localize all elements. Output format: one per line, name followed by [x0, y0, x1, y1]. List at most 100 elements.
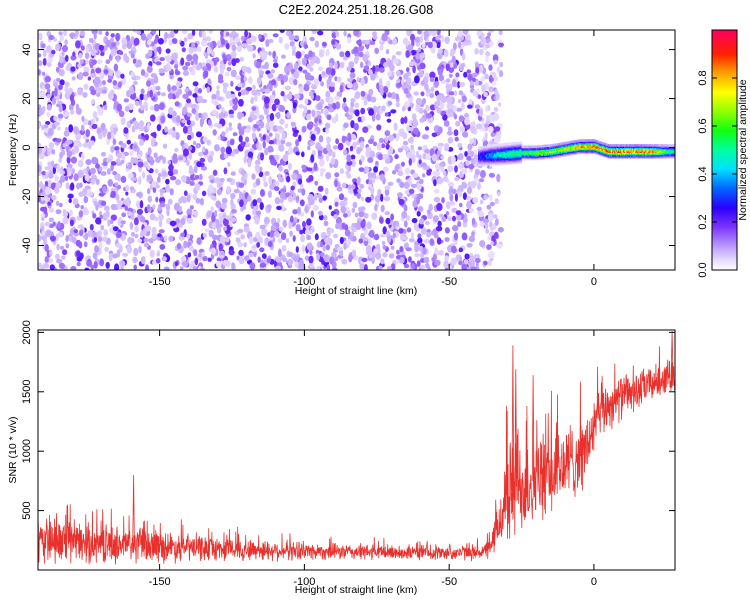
- spectrogram-cell: [445, 78, 451, 83]
- spectrogram-cell: [582, 139, 584, 142]
- spectrogram-cell: [165, 48, 171, 54]
- spectrogram-cell: [381, 143, 386, 149]
- spectrogram-cell: [42, 262, 50, 269]
- spectrogram-cell: [536, 145, 539, 148]
- spectrogram-cell: [262, 174, 267, 182]
- spectrogram-cell: [45, 229, 52, 237]
- spectrogram-cell: [449, 201, 456, 206]
- spectrogram-cell: [537, 145, 540, 148]
- spectrogram-cell: [208, 30, 213, 34]
- spectrogram-cell: [497, 191, 501, 197]
- spectrogram-cell: [298, 86, 304, 95]
- spectrogram-cell: [313, 193, 318, 201]
- spectrogram-cell: [498, 70, 504, 78]
- spectrogram-cell: [477, 94, 482, 100]
- spectrogram-cell: [586, 139, 588, 142]
- spectrogram-cell: [329, 82, 336, 87]
- spectrogram-cell: [186, 233, 191, 239]
- spectrogram-cell: [588, 139, 590, 142]
- spectrogram-cell: [343, 106, 349, 113]
- spectrogram-cell: [137, 134, 142, 140]
- spectrogram-cell: [243, 242, 247, 248]
- spectrogram-cell: [325, 172, 332, 180]
- spectrogram-cell: [431, 257, 436, 262]
- spectrogram-cell: [411, 217, 418, 224]
- spectrogram-cell: [226, 177, 232, 182]
- spectrogram-cell: [316, 114, 322, 120]
- spectrogram-cell: [487, 144, 489, 147]
- spectrogram-cell: [117, 81, 122, 88]
- spectrogram-cell: [42, 105, 46, 113]
- spectrogram-cell: [58, 262, 65, 270]
- spectrogram-cell: [204, 228, 211, 233]
- spectrogram-cell: [383, 62, 389, 68]
- spectrogram-cell: [155, 168, 159, 174]
- spectrogram-cell: [173, 30, 179, 34]
- spectrogram-cell: [212, 169, 218, 176]
- spectrogram-cell: [165, 178, 170, 185]
- spectrogram-cell: [408, 188, 415, 195]
- spectrogram-cell: [272, 62, 279, 68]
- spectrogram-cell: [76, 250, 81, 257]
- spectrogram-cell: [494, 126, 501, 132]
- spectrogram-cell: [188, 66, 194, 72]
- spectrogram-cell: [372, 105, 378, 113]
- spectrogram-cell: [270, 94, 275, 100]
- spectrogram-cell: [278, 73, 284, 80]
- spectrogram-cell: [91, 59, 97, 65]
- spectrogram-cell: [201, 218, 207, 226]
- spectrogram-cell: [410, 144, 415, 151]
- spectrogram-cell: [189, 181, 195, 186]
- spectrogram-cell: [115, 231, 122, 238]
- spectrogram-cell: [45, 75, 51, 83]
- spectrogram-cell: [340, 206, 347, 213]
- spectrogram-cell: [473, 253, 480, 260]
- spectrogram-cell: [458, 162, 463, 170]
- spectrogram-cell: [450, 62, 454, 68]
- spectrogram-cell: [318, 74, 322, 82]
- spectrogram-cell: [150, 132, 157, 137]
- spectrogram-cell: [319, 159, 325, 167]
- spectrogram-cell: [325, 244, 330, 251]
- spectrogram-cell: [153, 141, 158, 147]
- spectrogram-cell: [344, 112, 350, 118]
- spectrogram-cell: [444, 255, 449, 262]
- spectrogram-cell: [484, 123, 489, 128]
- spectrogram-cell: [101, 200, 107, 207]
- spectrogram-cell: [418, 107, 424, 114]
- spectrogram-cell: [475, 67, 480, 75]
- spectrogram-cell: [492, 112, 500, 121]
- spectrogram-cell: [335, 31, 340, 38]
- spectrogram-cell: [125, 184, 130, 192]
- spectrogram-cell: [395, 101, 400, 108]
- spectrogram-cell: [55, 253, 60, 260]
- spectrogram-cell: [367, 172, 373, 177]
- spectrogram-cell: [368, 69, 374, 76]
- spectrogram-cell: [548, 144, 550, 147]
- spectrogram-cell: [66, 156, 71, 164]
- spectrogram-cell: [488, 113, 494, 123]
- spectrogram-cell: [251, 35, 257, 43]
- spectrogram-cell: [280, 232, 287, 241]
- spectrogram-cell: [230, 171, 236, 176]
- spectrogram-cell: [281, 245, 287, 252]
- spectrogram-cell: [318, 50, 324, 58]
- spectrogram-cell: [109, 37, 114, 43]
- spectrogram-cell: [477, 211, 485, 218]
- spectrogram-cell: [192, 141, 197, 145]
- spectrogram-cell: [459, 202, 463, 208]
- spectrogram-cell: [484, 73, 489, 80]
- spectrogram-cell: [44, 196, 48, 205]
- spectrogram-cell: [359, 141, 365, 150]
- spectrogram-cell: [527, 145, 530, 148]
- spectrogram-cell: [146, 65, 153, 73]
- spectrogram-cell: [91, 30, 98, 35]
- spectrogram-cell: [449, 193, 454, 202]
- spectrogram-cell: [375, 113, 381, 121]
- spectrogram-cell: [90, 89, 97, 96]
- spectrogram-cell: [318, 135, 324, 143]
- spectrogram-cell: [469, 138, 475, 144]
- spectrogram-cell: [379, 67, 385, 73]
- spectrogram-cell: [184, 142, 189, 149]
